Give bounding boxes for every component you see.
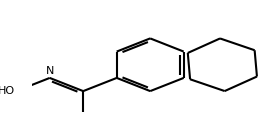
Text: N: N: [46, 66, 54, 76]
Text: HO: HO: [0, 86, 15, 96]
